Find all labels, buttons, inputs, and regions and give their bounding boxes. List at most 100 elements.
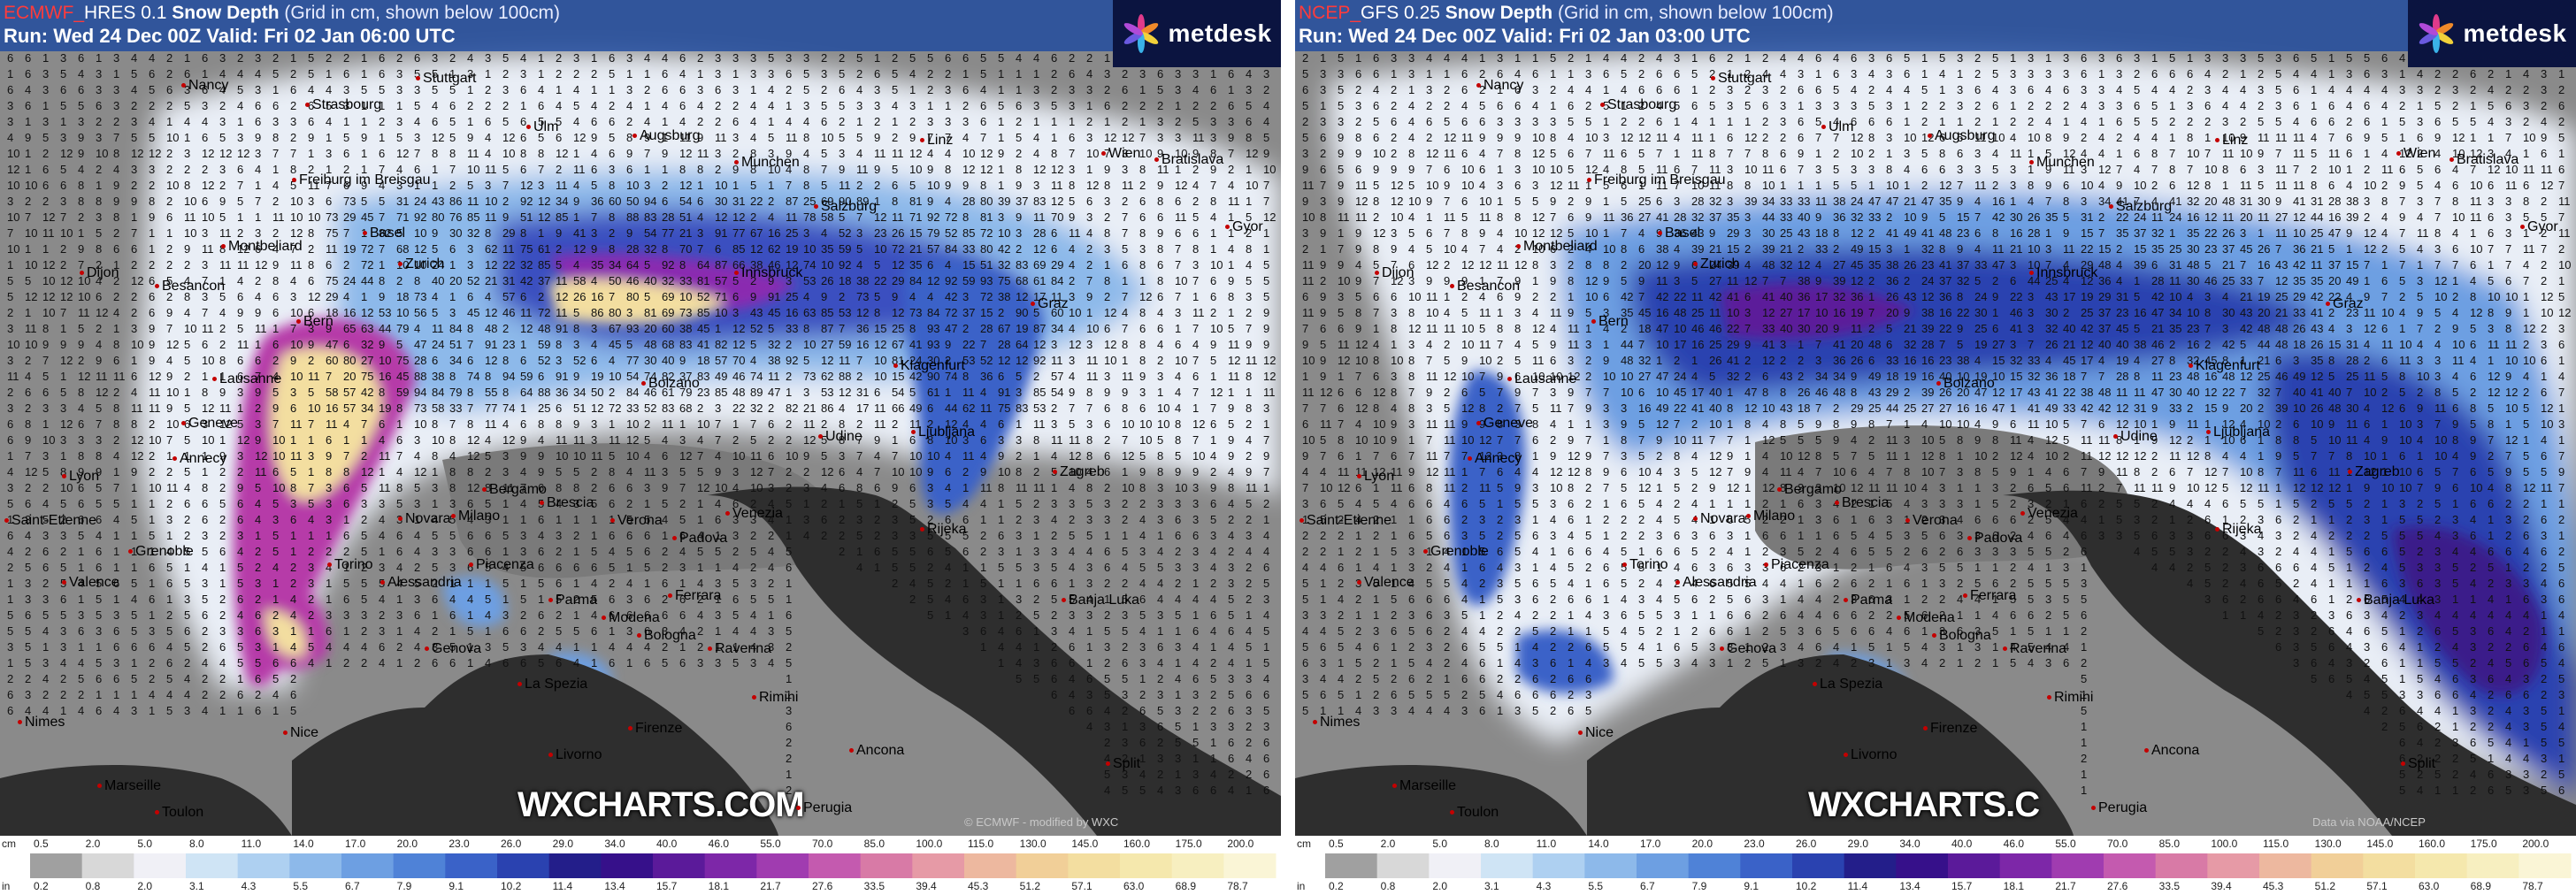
grid-value: 7 <box>1069 147 1075 160</box>
grid-value: 2 <box>414 656 420 669</box>
grid-value: 2 <box>1157 99 1163 112</box>
grid-value: 9 <box>1228 449 1234 463</box>
grid-value: 6 <box>343 593 349 606</box>
grid-value: 3 <box>1033 656 1039 669</box>
grid-value: 3 <box>326 513 332 526</box>
grid-value: 1 <box>237 402 243 415</box>
grid-value: 7 <box>2045 258 2051 272</box>
grid-value: 19 <box>1851 306 1863 319</box>
grid-value: 3 <box>1016 226 1022 240</box>
grid-value: 92 <box>839 258 851 272</box>
legend-cm-value: 85.0 <box>864 838 885 850</box>
grid-value: 6 <box>520 656 526 669</box>
grid-value: 11 <box>1568 179 1580 192</box>
grid-value: 9 <box>874 131 880 144</box>
grid-value: 33 <box>1762 322 1775 335</box>
grid-value: 18 <box>1798 402 1810 415</box>
grid-value: 3 <box>2222 51 2228 65</box>
grid-value: 5 <box>131 577 137 590</box>
grid-value: 3 <box>361 497 367 510</box>
grid-value: 6 <box>326 624 332 638</box>
grid-value: 8 <box>485 370 491 383</box>
grid-value: 1 <box>2240 67 2246 80</box>
grid-value: 2 <box>1762 131 1768 144</box>
grid-value: 6 <box>202 83 208 96</box>
grid-value: 17 <box>1674 338 1686 351</box>
grid-value: 11 <box>1228 338 1240 351</box>
grid-value: 42 <box>1621 290 1633 303</box>
grid-value: 24 <box>343 274 356 287</box>
snow-depth-legend: cm 0.5 2.0 5.0 8.0 11.0 14.0 17.0 20.0 23.0 26.0 29… <box>0 836 1281 895</box>
grid-value: 12 <box>96 386 108 399</box>
grid-value: 6 <box>1674 83 1680 96</box>
grid-value: 6 <box>1373 370 1379 383</box>
grid-value: 6 <box>1157 720 1163 733</box>
grid-value: 2 <box>272 51 279 65</box>
grid-value: 6 <box>2558 99 2564 112</box>
grid-value: 10 <box>25 226 37 240</box>
grid-value: 12 <box>1069 449 1081 463</box>
grid-value: 8 <box>379 274 385 287</box>
grid-value: 9 <box>945 338 951 351</box>
grid-value: 4 <box>1086 465 1092 478</box>
grid-value: 10 <box>732 449 745 463</box>
grid-value: 5 <box>821 147 827 160</box>
grid-value: 3 <box>1497 115 1503 128</box>
grid-value: 9 <box>237 306 243 319</box>
grid-value: 9 <box>1568 386 1574 399</box>
grid-value: 5 <box>626 513 632 526</box>
grid-value: 1 <box>379 465 385 478</box>
grid-value: 11 <box>113 370 126 383</box>
grid-value: 6 <box>2558 163 2564 176</box>
grid-value: 8 <box>485 226 491 240</box>
grid-value: 2 <box>1122 497 1128 510</box>
city-marker-icon <box>734 271 739 276</box>
grid-value: 22 <box>502 258 515 272</box>
grid-value: 1 <box>467 640 473 654</box>
legend-inch-value: 0.2 <box>34 880 49 892</box>
grid-value: 6 <box>2098 417 2104 431</box>
variable-name: Snow Depth <box>172 3 279 23</box>
city-name: Livorno <box>556 747 602 762</box>
grid-value: 10 <box>2399 433 2411 447</box>
grid-value: 9 <box>42 338 49 351</box>
grid-value: 84 <box>432 386 444 399</box>
grid-value: 11 <box>1603 147 1615 160</box>
grid-value: 4 <box>556 99 562 112</box>
grid-value: 5 <box>414 481 420 494</box>
grid-value: 8 <box>2452 433 2458 447</box>
grid-value: 1 <box>1263 226 1269 240</box>
grid-value: 11 <box>1709 179 1721 192</box>
grid-value: 2 <box>2381 386 2388 399</box>
city-label: Montbeliard <box>221 239 303 255</box>
grid-value: 35 <box>909 258 922 272</box>
grid-value: 74 <box>750 370 763 383</box>
grid-value: 6 <box>2488 210 2494 224</box>
grid-value: 32 <box>1727 370 1739 383</box>
grid-value: 3 <box>2434 370 2441 383</box>
grid-value: 1 <box>2187 51 2193 65</box>
grid-value: 1 <box>1051 131 1057 144</box>
grid-value: 1 <box>343 624 349 638</box>
grid-value: 25 <box>2222 274 2235 287</box>
grid-value: 1 <box>998 67 1004 80</box>
grid-value: 3 <box>626 51 632 65</box>
grid-value: 32 <box>1780 258 1792 272</box>
grid-value: 5 <box>60 608 66 622</box>
grid-value: 4 <box>2240 83 2246 96</box>
grid-value: 6 <box>1514 99 1521 112</box>
grid-value: 6 <box>644 608 650 622</box>
grid-value: 11 <box>1851 322 1863 335</box>
grid-value: 6 <box>414 163 420 176</box>
grid-value: 48 <box>1868 338 1881 351</box>
grid-value: 5 <box>1302 99 1308 112</box>
grid-value: 11 <box>1192 131 1205 144</box>
grid-value: 3 <box>1408 274 1414 287</box>
grid-value: 5 <box>1338 306 1344 319</box>
grid-value: 2 <box>25 402 31 415</box>
city-name: Ljubljana <box>918 425 975 440</box>
grid-value: 3 <box>732 465 739 478</box>
grid-value: 11 <box>1550 306 1562 319</box>
grid-value: 1 <box>520 577 526 590</box>
grid-value: 3 <box>1157 131 1163 144</box>
